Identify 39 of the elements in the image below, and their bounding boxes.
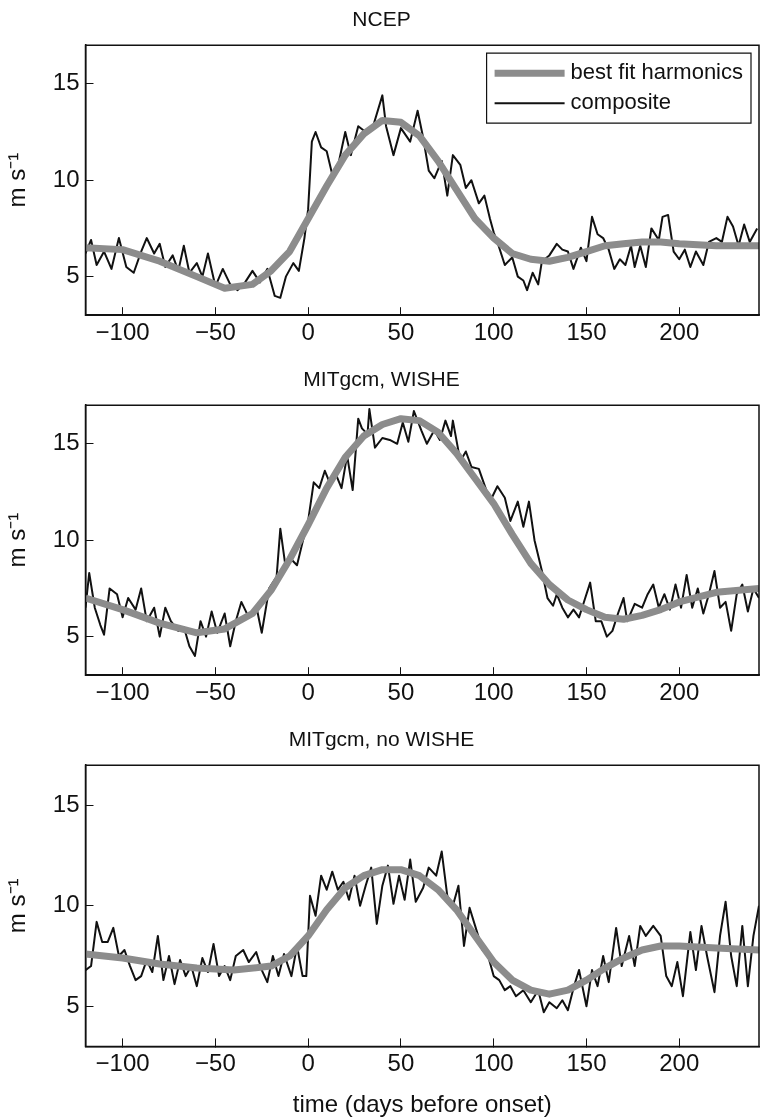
y-tick-label: 10 [52,164,80,192]
chart-title: MITgcm, no WISHE [288,727,475,751]
x-tick-label: −50 [195,318,236,346]
x-tick-label: 100 [473,1049,514,1077]
y-tick-label: 10 [52,524,80,552]
x-tick-label: 150 [566,678,607,706]
legend-label: composite [570,89,671,115]
x-tick-label: 0 [301,1049,315,1077]
chart-title: MITgcm, WISHE [303,367,460,391]
x-tick-label: 50 [387,1049,415,1077]
x-tick-label: 200 [659,318,700,346]
x-tick-label: 200 [659,678,700,706]
y-tick-label: 15 [52,428,80,456]
x-tick-label: 0 [301,318,315,346]
x-tick-label: −100 [95,1049,150,1077]
x-axis-title: time (days before onset) [292,1090,552,1118]
x-tick-label: −100 [95,318,150,346]
y-axis-title: m s⁻¹ [3,152,31,208]
x-tick-label: −50 [195,678,236,706]
x-tick-label: −100 [95,678,150,706]
y-tick-label: 15 [52,68,80,96]
y-tick-label: 5 [66,621,80,649]
x-tick-label: 200 [659,1049,700,1077]
y-tick-label: 5 [66,261,80,289]
x-tick-label: 50 [387,318,415,346]
x-tick-label: 150 [566,318,607,346]
x-tick-label: 100 [473,318,514,346]
x-tick-label: 150 [566,1049,607,1077]
x-tick-label: 50 [387,678,415,706]
legend-label: best fit harmonics [570,59,743,85]
y-tick-label: 15 [52,790,80,817]
x-tick-label: 100 [473,678,514,706]
y-tick-label: 10 [52,890,80,918]
x-tick-label: 0 [301,678,315,706]
x-tick-label: −50 [195,1049,236,1077]
y-tick-label: 5 [66,990,80,1018]
chart-title: NCEP [352,7,411,31]
y-axis-title: m s⁻¹ [3,512,31,568]
y-axis-title: m s⁻¹ [3,878,31,934]
